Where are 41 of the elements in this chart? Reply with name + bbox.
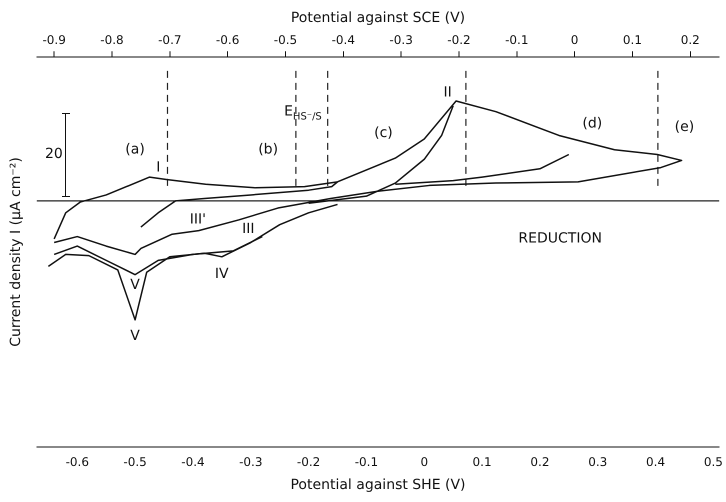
annotation: (e) — [674, 118, 694, 135]
annotation: (d) — [582, 115, 602, 132]
x2-tick-label: 0.2 — [680, 33, 700, 48]
x2-tick-label: -0.4 — [332, 33, 356, 48]
x2-tick-label: -0.5 — [274, 33, 298, 48]
annotation: REDUCTION — [518, 230, 602, 246]
annotation: (c) — [374, 124, 393, 141]
text: II — [443, 84, 452, 100]
x-tick-label: -0.4 — [181, 455, 205, 470]
annotation: (b) — [258, 142, 278, 158]
y-axis-title: Current density I (μA cm⁻²) — [8, 157, 24, 347]
text: V — [130, 328, 140, 344]
x-tick-label: 0.4 — [646, 455, 666, 470]
x2-tick-label: -0.3 — [389, 33, 413, 48]
x-tick-label: -0.5 — [123, 455, 147, 470]
annotation: III' — [190, 212, 206, 228]
annotation: I — [156, 159, 160, 176]
x-tick-label: 0.2 — [530, 455, 550, 470]
x-tick-label: 0.5 — [704, 455, 723, 470]
x2-tick-label: -0.7 — [158, 33, 182, 48]
annotation: III — [242, 221, 255, 238]
x2-tick-label: 0.1 — [622, 33, 642, 48]
x-tick-label: -0.1 — [354, 455, 378, 470]
x2-tick-label: -0.2 — [447, 33, 471, 48]
annotation: V — [130, 276, 140, 293]
x-axis-title: Potential against SHE (V) — [290, 477, 466, 494]
x-tick-label: 0.1 — [472, 455, 492, 470]
x-tick-label: -0.3 — [239, 455, 262, 470]
x2-tick-label: -0.6 — [216, 33, 240, 48]
x2-axis-title: Potential against SCE (V) — [290, 10, 466, 26]
x-tick-label: -0.6 — [66, 455, 89, 470]
annotation: (a) — [125, 142, 145, 158]
x2-tick-label: -0.8 — [100, 33, 124, 48]
x-tick-label: 0.3 — [588, 455, 608, 470]
x2-tick-label: -0.1 — [505, 33, 528, 48]
annotation: IV — [214, 266, 229, 282]
x-tick-label: -0.2 — [296, 455, 320, 470]
x2-tick-label: -0.9 — [42, 33, 66, 48]
annotation: 20 — [44, 146, 63, 162]
x2-tick-label: 0 — [570, 33, 578, 48]
x-tick-label: 0 — [420, 455, 428, 470]
